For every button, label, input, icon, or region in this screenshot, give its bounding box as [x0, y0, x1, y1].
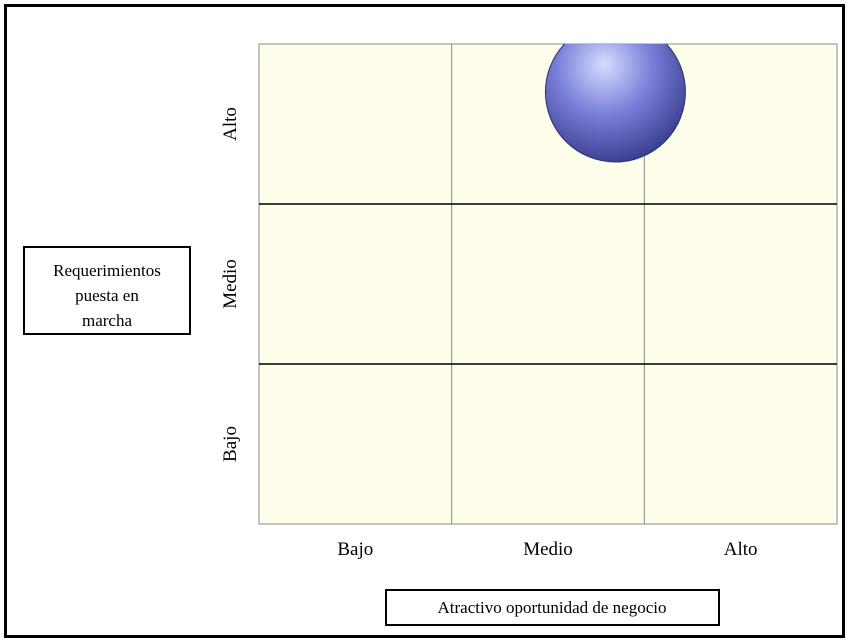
- y-axis-label-box: Requerimientos puesta en marcha: [23, 246, 191, 335]
- y-axis-label-line-2: puesta en: [75, 286, 139, 305]
- matrix-cell: [259, 44, 452, 204]
- x-axis-label-box: Atractivo oportunidad de negocio: [385, 589, 720, 626]
- matrix-cell: [259, 204, 452, 364]
- y-tick-label: Alto: [220, 107, 241, 141]
- y-axis-label-line-1: Requerimientos: [53, 261, 161, 280]
- x-axis-label-border: [385, 589, 720, 626]
- x-tick-label: Alto: [724, 539, 758, 560]
- y-tick-labels: Bajo Medio Alto: [220, 107, 241, 462]
- x-axis-label: Atractivo oportunidad de negocio: [438, 598, 667, 617]
- bubbles: [544, 44, 686, 163]
- y-axis-label-border: [23, 246, 191, 335]
- y-axis-label-line-3: marcha: [82, 311, 132, 330]
- matrix-cell: [259, 364, 452, 524]
- matrix-cell: [451, 364, 645, 524]
- matrix-cell: [451, 204, 645, 364]
- bubble-point: [544, 44, 686, 163]
- y-tick-label: Bajo: [220, 426, 241, 462]
- x-tick-label: Medio: [523, 539, 573, 560]
- matrix-cells: [259, 44, 837, 524]
- matrix-cell: [644, 204, 837, 364]
- y-tick-label: Medio: [220, 259, 241, 309]
- matrix-cell: [644, 364, 837, 524]
- x-tick-labels: Bajo Medio Alto: [337, 539, 757, 560]
- x-tick-label: Bajo: [337, 539, 373, 560]
